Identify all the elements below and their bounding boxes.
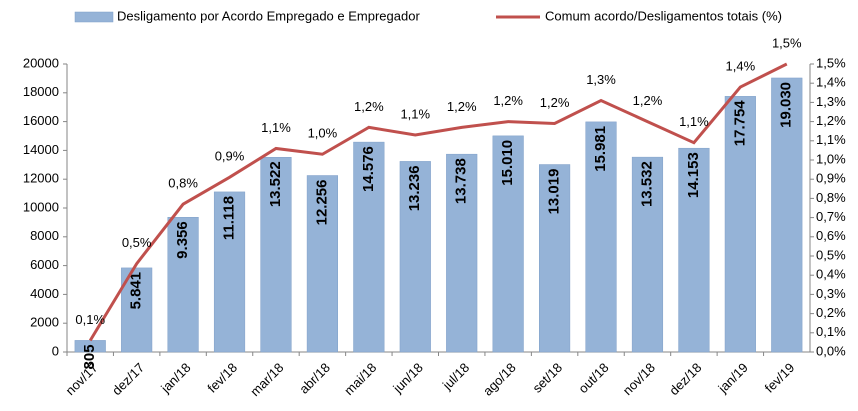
line-value-label: 1,5%	[772, 35, 802, 50]
y-tick-label: 20000	[23, 55, 59, 70]
line	[88, 62, 788, 342]
bar	[678, 147, 710, 353]
bar-value-label: 14.153	[685, 152, 702, 198]
legend-label: Comum acordo/Desligamentos totais (%)	[545, 8, 782, 23]
bar	[539, 164, 571, 353]
bar-value-label: 13.019	[546, 169, 563, 215]
y2-tick-label: 1,4%	[816, 75, 846, 90]
y2-tick-label: 0,8%	[816, 190, 846, 205]
bar-value-label: 14.576	[360, 146, 377, 192]
bar	[631, 156, 664, 353]
bar	[213, 191, 246, 353]
line-value-label: 1,2%	[447, 99, 477, 114]
y-tick-label: 0	[52, 343, 59, 358]
x-tick-label: jun/18	[389, 360, 425, 396]
x-tick-label: out/18	[575, 360, 611, 396]
line-value-label: 1,2%	[354, 99, 384, 114]
bar-value-label: 13.522	[267, 161, 284, 207]
line-value-label: 1,2%	[633, 93, 663, 108]
bar-value-label: 13.532	[638, 161, 655, 207]
x-tick-label: mai/18	[341, 360, 379, 398]
bar-value-label: 9.356	[174, 221, 191, 259]
y2-tick-label: 0,2%	[816, 305, 846, 320]
bar	[167, 217, 199, 353]
x-tick-label: jan/19	[715, 360, 751, 396]
line-value-label: 1,2%	[540, 95, 570, 110]
y-tick-label: 6000	[30, 257, 59, 272]
bar	[724, 96, 756, 353]
bar	[353, 141, 385, 353]
line-value-label: 0,1%	[75, 312, 105, 327]
legend-swatch	[74, 11, 114, 23]
y-tick-label: 16000	[23, 113, 59, 128]
y2-tick-label: 1,1%	[816, 132, 846, 147]
bar-value-label: 13.236	[406, 165, 423, 211]
x-tick-label: dez/18	[666, 360, 704, 398]
y2-tick-label: 0,9%	[816, 171, 846, 186]
line-value-label: 1,1%	[261, 120, 291, 135]
x-tick-label: fev/18	[204, 360, 240, 396]
x-tick-label: dez/17	[109, 360, 147, 398]
y2-tick-label: 1,0%	[816, 151, 846, 166]
x-tick-label: abr/18	[296, 360, 333, 397]
y-tick-label: 8000	[30, 228, 59, 243]
y2-tick-label: 0,6%	[816, 228, 846, 243]
y2-tick-label: 1,5%	[816, 55, 846, 70]
x-tick-label: jul/18	[439, 360, 472, 393]
bar-value-label: 15.981	[592, 126, 609, 172]
y2-tick-label: 0,4%	[816, 267, 846, 282]
bar-value-label: 13.738	[453, 158, 470, 204]
y2-tick-label: 0,5%	[816, 247, 846, 262]
bar	[585, 121, 617, 353]
bar-value-label: 12.256	[313, 180, 330, 226]
y-tick-label: 12000	[23, 171, 59, 186]
line-value-label: 0,5%	[122, 235, 152, 250]
y2-tick-label: 0,0%	[816, 343, 846, 358]
y2-tick-label: 1,2%	[816, 113, 846, 128]
y-tick-label: 4000	[30, 286, 59, 301]
line-value-label: 1,0%	[308, 126, 338, 141]
bar	[306, 175, 338, 353]
bar-value-label: 15.010	[499, 140, 516, 186]
bar	[399, 161, 431, 353]
line-value-label: 1,3%	[586, 72, 616, 87]
bar-value-label: 17.754	[731, 100, 748, 147]
y-tick-label: 18000	[23, 84, 59, 99]
bar-value-label: 5.841	[128, 272, 145, 310]
line-value-label: 1,1%	[679, 114, 709, 129]
x-tick-label: set/18	[529, 360, 565, 396]
y2-tick-label: 0,1%	[816, 324, 846, 339]
bar	[260, 157, 292, 353]
y-tick-label: 2000	[30, 315, 59, 330]
line-value-label: 1,4%	[726, 58, 756, 73]
y-tick-label: 14000	[23, 142, 59, 157]
line-value-label: 1,1%	[400, 106, 430, 121]
legend-label: Desligamento por Acordo Empregado e Empr…	[117, 8, 420, 23]
bar	[492, 135, 524, 353]
y2-tick-label: 0,3%	[816, 286, 846, 301]
bar-value-label: 11.118	[221, 196, 238, 240]
bar	[446, 153, 478, 353]
y-tick-label: 10000	[23, 199, 59, 214]
bar-value-label: 805	[81, 344, 98, 369]
x-tick-label: jan/18	[157, 360, 193, 396]
x-tick-label: nov/18	[620, 360, 658, 398]
bar	[771, 77, 803, 353]
x-tick-label: fev/19	[762, 360, 798, 396]
x-tick-label: ago/18	[480, 360, 519, 399]
y2-tick-label: 0,7%	[816, 209, 846, 224]
y2-tick-label: 1,3%	[816, 94, 846, 109]
bar-value-label: 19.030	[778, 82, 795, 128]
line-value-label: 0,8%	[168, 176, 198, 191]
line-value-label: 1,2%	[493, 93, 523, 108]
line-value-label: 0,9%	[215, 149, 245, 164]
x-tick-label: mar/18	[247, 360, 286, 399]
